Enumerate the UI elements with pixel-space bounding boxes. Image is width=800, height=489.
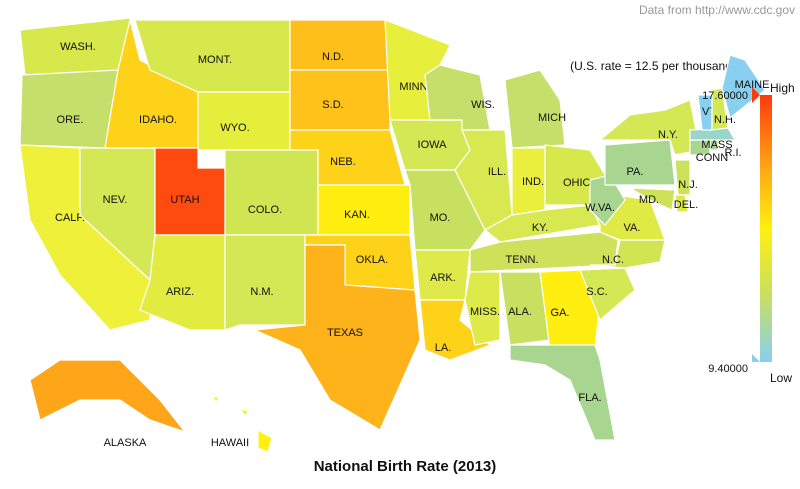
- legend-high: High: [770, 81, 795, 95]
- state: [154, 147, 226, 236]
- state: [210, 395, 219, 404]
- state: [19, 69, 119, 149]
- source: Data from http://www.cdc.gov: [639, 3, 795, 17]
- state-label: IDAHO.: [139, 114, 177, 126]
- state-label: MASS: [701, 139, 732, 151]
- legend-bar: [760, 95, 772, 362]
- state-label: WASH.: [60, 41, 96, 53]
- state-label: ALA.: [508, 306, 532, 318]
- state-label: N.Y.: [658, 129, 678, 141]
- state-label: W.VA.: [585, 202, 615, 214]
- state-label: NEV.: [103, 194, 128, 206]
- legend-low: Low: [770, 371, 792, 385]
- state: [29, 359, 187, 434]
- state-label: GA.: [551, 307, 570, 319]
- state-label: CONN: [696, 152, 728, 164]
- legend-max-label: 17.60000: [702, 90, 748, 102]
- state-label: IOWA: [418, 139, 448, 151]
- state: [721, 54, 766, 120]
- state-label: KAN.: [344, 209, 370, 221]
- state: [224, 234, 306, 331]
- state-label: MAINE: [735, 79, 770, 91]
- state-label: FLA.: [578, 392, 601, 404]
- states: WASH. ORE. CALF. NEV. IDAHO. MONT. WYO. UTAH COL…: [19, 17, 770, 453]
- state: [629, 187, 676, 211]
- state-label: N.J.: [678, 179, 698, 191]
- state-label: MO.: [430, 212, 451, 224]
- state: [257, 428, 273, 453]
- state-label: OHIO: [563, 177, 592, 189]
- state-label: CALF.: [55, 212, 85, 224]
- state: [579, 267, 636, 322]
- state-label: ARIZ.: [166, 286, 194, 298]
- state-label: ILL.: [488, 166, 506, 178]
- state: [711, 87, 729, 131]
- state: [464, 271, 501, 346]
- legend: 17.60000 9.40000 High Low: [702, 81, 795, 385]
- state-label: ORE.: [57, 114, 84, 126]
- state-label: R.I.: [724, 147, 741, 159]
- state: [539, 269, 601, 351]
- legend-marker: [752, 354, 760, 362]
- state: [252, 244, 421, 431]
- state-label: MINN.: [399, 81, 430, 93]
- state: [504, 69, 566, 149]
- state: [674, 159, 691, 196]
- state-label: TENN.: [506, 254, 539, 266]
- legend-marker: [752, 87, 760, 103]
- state: [604, 139, 676, 186]
- note: (U.S. rate = 12.5 per thousand): [570, 59, 736, 73]
- state-label: ARK.: [430, 272, 456, 284]
- state-label: WYO.: [220, 122, 249, 134]
- state: [424, 64, 491, 131]
- state-label: MD.: [639, 194, 659, 206]
- state-label: N.C.: [602, 254, 624, 266]
- state: [238, 409, 249, 418]
- state-label: WIS.: [471, 99, 495, 111]
- state-label: PA.: [627, 166, 644, 178]
- state-label: NEB.: [330, 156, 356, 168]
- state: [509, 344, 616, 441]
- state: [224, 149, 319, 236]
- state-label: N.M.: [250, 286, 273, 298]
- state-label: MISS.: [470, 306, 500, 318]
- state-label: TEXAS: [327, 327, 363, 339]
- state-label: S.C.: [586, 286, 607, 298]
- state-label: ALASKA: [104, 437, 147, 449]
- state-label: UTAH: [170, 194, 199, 206]
- state-label: MONT.: [198, 54, 232, 66]
- legend-min-label: 9.40000: [708, 363, 748, 375]
- state: [674, 194, 689, 213]
- state-label: OKLA.: [356, 254, 388, 266]
- state-label: S.D.: [322, 99, 343, 111]
- state-label: IND.: [522, 176, 544, 188]
- state-label: KY.: [532, 222, 548, 234]
- state-label: COLO.: [248, 204, 282, 216]
- state-label: MICH: [538, 112, 566, 124]
- state: [598, 99, 701, 156]
- state-label: N.D.: [322, 51, 344, 63]
- title: National Birth Rate (2013): [314, 458, 497, 475]
- state-label: VA.: [624, 222, 641, 234]
- state-label: HAWAII: [211, 437, 249, 449]
- state-label: DEL.: [674, 199, 698, 211]
- state-label: LA.: [435, 342, 452, 354]
